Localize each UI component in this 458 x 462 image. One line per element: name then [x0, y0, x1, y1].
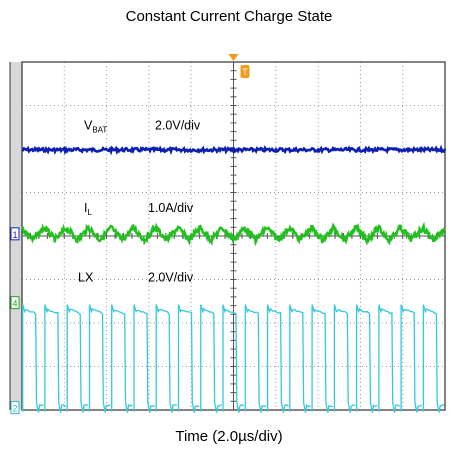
channel-2-marker-box: [10, 401, 20, 415]
channel-scale-label: 1.0A/div: [148, 201, 194, 215]
channel-4-marker: 4: [12, 299, 17, 309]
channel-4-marker-box: [10, 296, 20, 310]
trigger-position-marker: [228, 54, 239, 61]
x-axis-label: Time (2.0µs/div): [175, 428, 283, 445]
chart-title: Constant Current Charge State: [125, 8, 333, 25]
trace-lx: [22, 304, 445, 413]
trace-vbat: [21, 144, 447, 156]
trigger-level-marker: [240, 65, 250, 78]
channel-1-marker: 1: [12, 230, 17, 240]
channel-name-label: LX: [78, 271, 94, 285]
plot-frame: [21, 61, 446, 411]
trigger-marker-label: T: [242, 67, 248, 77]
channel-scale-label: 2.0V/div: [155, 118, 201, 132]
channel-scale-label: 2.0V/div: [148, 271, 194, 285]
trace-il: [20, 221, 446, 247]
channel-1-marker-box: [10, 227, 20, 241]
channel-2-marker: 2: [12, 404, 17, 414]
channel-name-label: IL: [84, 201, 92, 217]
